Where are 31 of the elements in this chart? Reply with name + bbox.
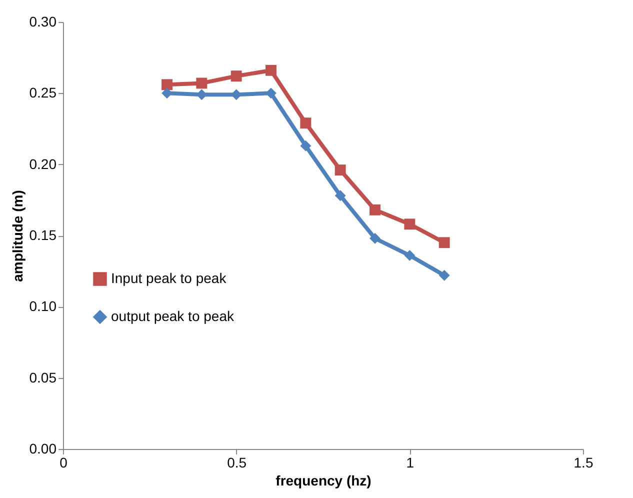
y-tick-label: 0.20: [29, 156, 57, 172]
point: [300, 140, 312, 152]
point: [438, 237, 450, 248]
y-tick-label: 0.15: [29, 227, 57, 243]
y-tick-label: 0.00: [29, 440, 57, 456]
point: [230, 70, 242, 82]
y-tick-label: 0.10: [29, 298, 57, 314]
y-tick-label: 0.05: [29, 369, 57, 386]
point: [300, 118, 312, 129]
legend-label: output peak to peak: [111, 308, 235, 324]
point: [266, 88, 276, 99]
point: [404, 218, 416, 230]
point: [370, 232, 380, 244]
x-tick-label: 1.5: [574, 454, 594, 470]
point: [334, 190, 346, 202]
point: [196, 78, 208, 89]
point: [162, 88, 172, 99]
x-tick-label: 0.5: [227, 454, 247, 470]
point: [370, 204, 380, 216]
y-axis-title: amplitude (m): [9, 190, 26, 282]
point: [266, 64, 276, 76]
y-tick-label: 0.25: [29, 84, 57, 101]
point: [438, 270, 450, 281]
point: [162, 79, 172, 90]
point: [334, 164, 346, 176]
x-tick-label: 0: [60, 454, 68, 470]
point: [404, 250, 416, 261]
x-tick-label: 1: [406, 454, 414, 470]
y-tick-label: 0.30: [29, 14, 57, 30]
x-axis-title: frequency (hz): [276, 472, 372, 488]
legend-label: Input peak to peak: [111, 270, 228, 286]
